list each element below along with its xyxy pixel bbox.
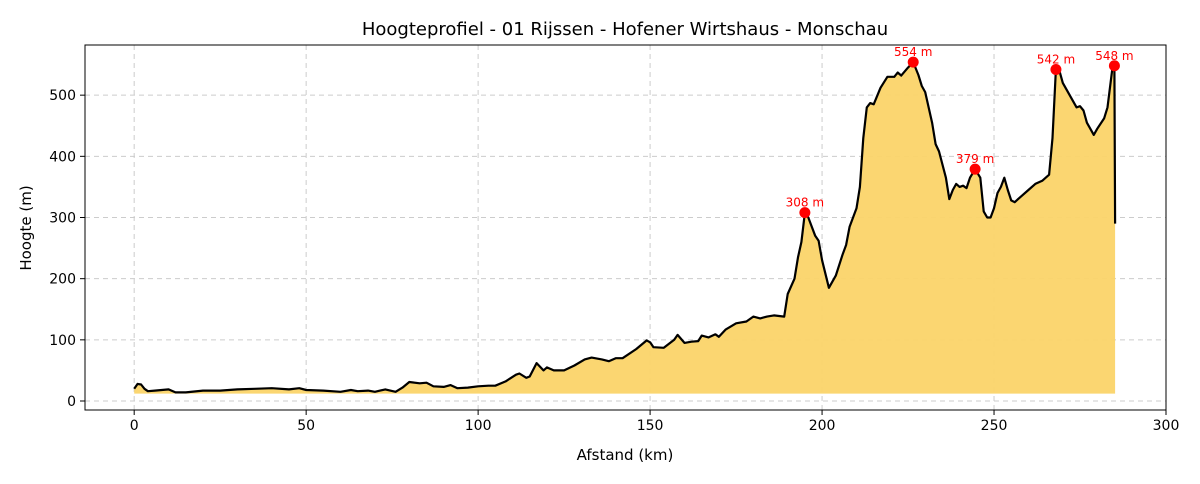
peak-label: 308 m [786,196,824,210]
elevation-area [134,62,1116,394]
x-tick-label: 150 [637,418,664,434]
y-tick-label: 400 [49,149,76,165]
x-tick-label: 250 [981,418,1008,434]
peak-label: 542 m [1037,52,1075,66]
y-tick-label: 300 [49,210,76,226]
y-axis-label: Hoogte (m) [17,185,35,270]
y-tick-label: 100 [49,333,76,349]
peak-marker [799,207,811,219]
peak-marker [1050,63,1062,75]
peak-label: 379 m [956,152,994,166]
x-axis-label: Afstand (km) [577,446,674,464]
x-tick-label: 50 [297,418,315,434]
x-tick-label: 200 [809,418,836,434]
y-tick-label: 200 [49,272,76,288]
plot-frame [84,44,1167,411]
peak-label: 554 m [894,45,932,59]
y-tick-label: 0 [67,394,76,410]
x-tick-label: 300 [1153,418,1180,434]
chart-title: Hoogteprofiel - 01 Rijssen - Hofener Wir… [362,19,888,40]
peak-label: 548 m [1095,49,1133,63]
y-tick-label: 500 [49,88,76,104]
peak-marker [907,56,919,68]
peak-marker [1108,60,1120,72]
peak-marker [969,163,981,175]
x-tick-label: 100 [465,418,492,434]
x-tick-label: 0 [130,418,139,434]
elevation-line [133,60,1117,394]
